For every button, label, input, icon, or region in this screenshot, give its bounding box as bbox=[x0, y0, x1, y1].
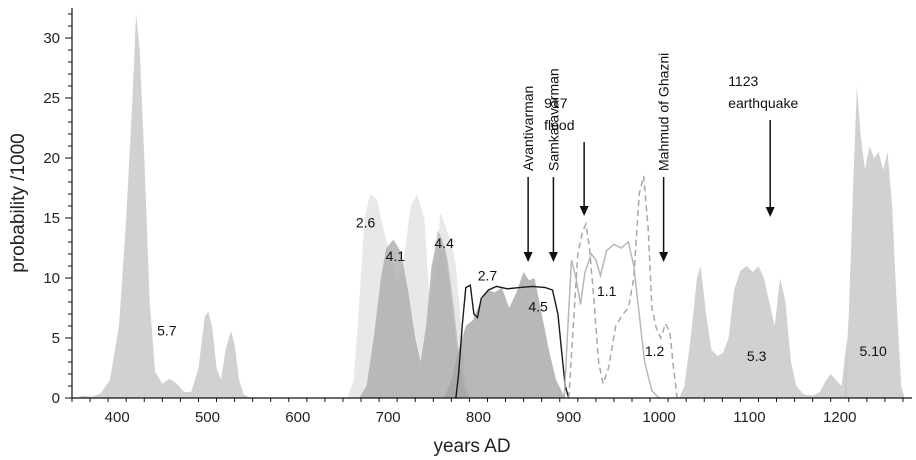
annotation-arrowhead-mahmud-of-ghazni bbox=[659, 252, 669, 262]
y-tick-label: 5 bbox=[52, 330, 60, 347]
x-tick-label: 600 bbox=[285, 409, 310, 426]
annotation-arrowhead-917-flood bbox=[579, 206, 589, 216]
y-tick-label: 30 bbox=[43, 30, 60, 47]
tick-layer: 400 500 600 700 800 900 1000 1100 1200 0 5 10 15 20 25… bbox=[43, 13, 904, 426]
series-area-2-7 bbox=[444, 272, 566, 398]
series-label-5-7: 5.7 bbox=[157, 323, 177, 339]
series-layer bbox=[76, 14, 905, 399]
series-label-4-1: 4.1 bbox=[386, 248, 406, 264]
x-tick-label: 1000 bbox=[642, 409, 675, 426]
x-axis-title: years AD bbox=[433, 436, 510, 457]
y-axis-title: probability /1000 bbox=[8, 133, 29, 272]
series-line-4-5 bbox=[455, 284, 570, 399]
y-tick-label: 20 bbox=[43, 150, 60, 167]
annotation-arrowhead-avantivarman bbox=[523, 252, 533, 262]
y-tick-label: 10 bbox=[43, 270, 60, 287]
x-tick-label: 400 bbox=[105, 409, 130, 426]
series-label-1-1: 1.1 bbox=[597, 283, 617, 299]
series-label-5-3: 5.3 bbox=[747, 348, 767, 364]
series-line-dashed bbox=[568, 175, 678, 399]
annotation-label-avantivarman: Avantivarman bbox=[520, 86, 536, 171]
annotation-arrowhead-1123-earthquake bbox=[765, 207, 775, 217]
y-tick-label: 0 bbox=[52, 390, 60, 407]
annotation-label-917-flood-2: flood bbox=[544, 117, 574, 133]
x-tick-label: 900 bbox=[556, 409, 581, 426]
x-tick-label: 500 bbox=[195, 409, 220, 426]
x-tick-label: 700 bbox=[376, 409, 401, 426]
annotation-label-samkaravarman: Samkaravarman bbox=[545, 68, 561, 171]
series-label-layer: 5.7 2.6 4.1 4.4 2.7 4.5 1.1 1.2 5.3 5.10 bbox=[157, 215, 887, 364]
annotation-label-917-flood-1: 917 bbox=[544, 95, 568, 111]
annotation-arrowhead-samkaravarman bbox=[548, 252, 558, 262]
annotation-label-1123-earthquake-2: earthquake bbox=[728, 95, 798, 111]
y-tick-label: 15 bbox=[43, 210, 60, 227]
series-label-4-5: 4.5 bbox=[528, 299, 548, 315]
series-line-1-1 bbox=[563, 240, 660, 399]
series-label-4-4: 4.4 bbox=[434, 235, 454, 251]
series-area-5-3 bbox=[678, 266, 847, 398]
annotation-label-mahmud-of-ghazni: Mahmud of Ghazni bbox=[656, 53, 672, 171]
axes-layer bbox=[71, 8, 912, 399]
x-tick-label: 800 bbox=[466, 409, 491, 426]
x-tick-label: 1200 bbox=[823, 409, 856, 426]
series-area-5-10 bbox=[844, 86, 905, 398]
series-label-2-6: 2.6 bbox=[356, 215, 376, 231]
series-label-5-10: 5.10 bbox=[860, 343, 887, 359]
x-tick-label: 1100 bbox=[733, 409, 765, 426]
annotation-label-1123-earthquake-1: 1123 bbox=[728, 73, 758, 89]
y-tick-label: 25 bbox=[43, 90, 60, 107]
series-label-1-2: 1.2 bbox=[645, 343, 665, 359]
series-area-5-7 bbox=[76, 14, 251, 398]
series-label-2-7: 2.7 bbox=[478, 267, 498, 283]
